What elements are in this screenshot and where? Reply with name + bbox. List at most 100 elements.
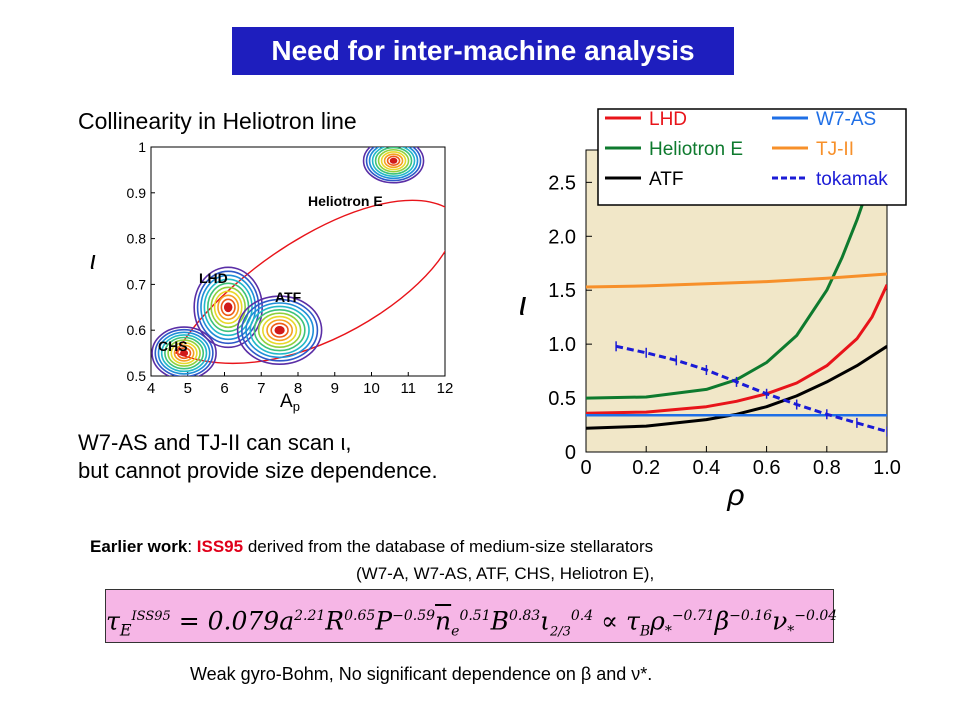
contour-chs [151,326,217,376]
contour-ring [249,305,310,355]
legend-label: LHD [649,109,687,130]
legend-label: Heliotron E [649,139,743,160]
legend-label: ATF [649,169,683,190]
y-tick-label: 1.0 [548,334,576,356]
y-tick-label: 0 [565,442,576,464]
contour-ring [217,294,240,321]
series-lhd [586,284,887,415]
legend-label: tokamak [816,169,888,190]
x-tick-label: 12 [437,380,454,397]
earlier-work-line1: Earlier work: ISS95 derived from the dat… [90,537,654,556]
earlier-work-line2: (W7-A, W7-AS, ATF, CHS, Heliotron E), [356,564,655,583]
y-tick-label: 0.5 [127,368,147,384]
contour-ring [220,298,236,317]
contour-ylabel: ι [90,245,96,275]
x-tick-label: 0.4 [692,457,720,479]
y-tick-label: 0.9 [127,185,147,201]
contour-ring [380,151,407,171]
contour-peak [180,349,188,357]
contour-ring [377,148,410,173]
contour-ring [154,328,214,376]
contour-atf [236,295,323,365]
profile-series [586,150,887,437]
iota-profile-chart: 0 0.2 0.4 0.6 0.8 1.0 0 0.5 1.0 1.5 2.0 2.5 ι ρ LHD… [519,108,907,512]
contour-peak [389,158,398,164]
y-tick-label: 0.5 [548,388,576,410]
y-tick-label: 2.5 [548,172,576,194]
contour-ring [203,278,253,337]
contour-ring [151,326,217,376]
contour-ring [371,147,416,177]
contour-ring [362,147,425,184]
left-chart-subtitle: Collinearity in Heliotron line [78,108,357,134]
contour-ring [245,302,315,359]
series-tj-ii [586,272,887,289]
x-tick-label: 1.0 [873,457,901,479]
y-tick-label: 2.0 [548,226,576,248]
x-tick-label: 7 [257,380,265,397]
contour-ring [253,309,306,352]
contour-ring [176,347,192,360]
contour-ring [160,334,208,373]
contour-ring [368,147,419,180]
x-tick-label: 10 [363,380,380,397]
contour-plot: 4 5 6 7 8 9 10 11 120.50.60.70.80.91 ι Ap CHSLHD… [90,139,454,414]
contour-ring [386,155,401,166]
y-tick-label: 0.8 [127,231,147,247]
cluster-label: LHD [199,270,228,286]
y-tick-label: 0.7 [127,276,147,292]
contour-heliotron-e [362,147,425,184]
profile-axes: 0 0.2 0.4 0.6 0.8 1.0 0 0.5 1.0 1.5 2.0 2.5 [548,172,901,479]
series-tokamak [615,344,887,433]
contour-ring [213,290,243,325]
contour-ring [210,286,246,329]
contour-ring [173,344,195,362]
contour-ring [383,153,404,169]
contour-ring [196,270,260,345]
contour-ring [257,312,302,348]
contour-peak [274,326,285,335]
x-tick-label: 8 [294,380,302,397]
iss95-label: ISS95 [196,537,244,556]
scan-note-line1: W7-AS and TJ-II can scan ι, [78,430,352,455]
legend-label: W7-AS [816,109,876,130]
series-atf [586,345,887,430]
x-tick-label: 4 [147,380,155,397]
legend: LHD Heliotron E ATF W7-AS TJ-II tokamak [597,108,907,206]
earlier-rest: derived from the database of medium-size… [243,537,654,556]
contour-ring [270,322,289,338]
y-tick-label: 1 [138,139,146,155]
y-tick-label: 0.6 [127,322,147,338]
profile-xlabel: ρ [726,479,744,512]
x-tick-label: 5 [184,380,192,397]
contour-peak [224,302,233,313]
x-tick-label: 0.8 [813,457,841,479]
cluster-label: CHS [158,338,188,354]
iss95-formula: τEISS95 = 0.079a2.21R0.65P−0.59ne0.51B0.… [105,589,837,643]
x-tick-label: 0 [580,457,591,479]
x-tick-label: 0.2 [632,457,660,479]
weak-gyro-bohm-note: Weak gyro-Bohm, No significant dependenc… [190,664,653,684]
contour-ring [164,336,205,370]
contour-clusters [151,147,425,376]
contour-ring [262,315,298,345]
earlier-label: Earlier work [90,537,188,556]
legend-box [597,108,907,206]
x-tick-label: 11 [400,380,416,397]
profile-ylabel: ι [519,285,527,323]
contour-ring [266,319,294,342]
contour-ring [241,298,319,362]
x-tick-label: 9 [331,380,339,397]
slide-title: Need for inter-machine analysis [232,27,734,75]
x-tick-label: 0.6 [753,457,781,479]
y-tick-label: 1.5 [548,280,576,302]
contour-ring [157,331,211,375]
legend-label: TJ-II [816,139,854,160]
scan-note-line2: but cannot provide size dependence. [78,458,438,483]
x-tick-label: 6 [220,380,228,397]
cluster-label: Heliotron E [308,193,383,209]
contour-axes: 4 5 6 7 8 9 10 11 12 0.5 0.6 0.7 0.8 0.9 1 [127,139,454,397]
contour-ring [170,341,198,365]
contour-ring [374,147,413,175]
contour-ring [236,295,323,365]
